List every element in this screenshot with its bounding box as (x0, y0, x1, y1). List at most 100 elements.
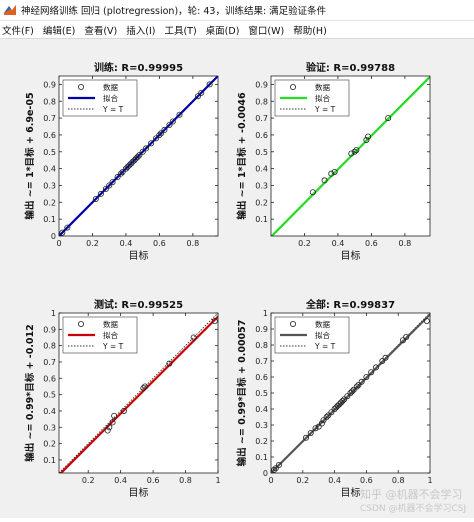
chart-4-legend-data-marker (289, 320, 296, 327)
chart-2-y-tick-label: 0.1 (255, 215, 268, 224)
menu-file[interactable]: 文件(F) (2, 25, 34, 37)
chart-4-point (349, 388, 356, 395)
chart-2-point (353, 147, 360, 154)
chart-2-point (365, 133, 372, 140)
menu-view[interactable]: 查看(V) (84, 25, 118, 37)
menu-window[interactable]: 窗口(W) (248, 25, 285, 37)
chart-4-y-tick-label: 0.7 (255, 357, 268, 366)
chart-4-y-tick-label: 0.3 (255, 421, 268, 430)
chart-4-legend-data-label: 数据 (315, 319, 330, 329)
chart-4-point (368, 369, 375, 376)
chart-4-point (325, 412, 332, 419)
chart-1-point (92, 195, 99, 202)
chart-2-title: 验证: R=0.99788 (306, 61, 395, 74)
chart-2-x-label: 目标 (341, 250, 361, 262)
chart-1-y-tick-label: 0.7 (43, 114, 56, 123)
chart-4-point (272, 465, 279, 472)
chart-4-legend-fit-label: 拟合 (315, 330, 330, 340)
chart-3-y-tick-label: 0.5 (43, 391, 56, 400)
chart-2-point (351, 148, 358, 155)
chart-2-y-label: 输出 ~= 1*目标 + -0.0046 (236, 92, 248, 220)
chart-1-x-tick-label: 0.6 (153, 239, 166, 248)
chart-3-point (106, 424, 113, 431)
chart-4-point (328, 409, 335, 416)
chart-4-point (302, 434, 309, 441)
chart-1-x-tick-label: 0.2 (86, 239, 99, 248)
chart-1-y-label: 输出 ~= 1*目标 + 6.9e-05 (24, 92, 36, 219)
chart-1-point (139, 148, 146, 155)
chart-2-y-tick-label: 0.7 (255, 114, 268, 123)
chart-1-point (176, 111, 183, 118)
menu-desktop[interactable]: 桌面(D) (205, 25, 240, 37)
chart-3-point (111, 412, 118, 419)
chart-1-legend-data-marker (78, 84, 85, 91)
chart-1-legend-fit-label: 拟合 (103, 93, 118, 103)
chart-4-point (403, 333, 410, 340)
chart-1-y-tick-label: 0.5 (43, 148, 56, 157)
chart-1-point (131, 157, 138, 164)
chart-3-y-tick-label: 0.2 (43, 440, 56, 449)
menu-help[interactable]: 帮助(H) (293, 25, 327, 37)
chart-3-fit-line (59, 315, 218, 473)
regression-figure: 0 0.2 0.4 0.6 0.8 0 0.1 0.2 0.3 0.4 0.5 0.6 0.7 0.8 0.… (24, 61, 466, 514)
chart-1-point (127, 160, 134, 167)
chart-1-x-tick-label: 0.8 (187, 239, 200, 248)
chart-3-x-label: 目标 (129, 487, 149, 499)
chart-3-point (190, 334, 197, 341)
chart-3-y-tick-label: 0.7 (43, 358, 56, 367)
chart-1-point (134, 153, 141, 160)
chart-4-point (315, 423, 322, 430)
chart-4-point (363, 373, 370, 380)
chart-4-point (339, 397, 346, 404)
chart-4-x-tick-label: 1 (427, 476, 432, 485)
chart-4-point (379, 357, 386, 364)
chart-1-point (124, 163, 131, 170)
chart-1-point (126, 162, 133, 169)
chart-3-point (141, 383, 148, 390)
chart-1-point (122, 165, 129, 172)
window-title: 神经网络训练 回归 (plotregression)，轮: 43，训练结果: 满… (21, 6, 327, 17)
chart-1-legend-identity-label: Y = T (102, 105, 124, 114)
chart-1-fit-line (59, 76, 218, 236)
chart-3-legend-data-label: 数据 (103, 319, 118, 329)
chart-4-legend-identity-label: Y = T (314, 342, 336, 351)
chart-3-y-tick-label: 0.1 (43, 456, 56, 465)
chart-2-y-tick-label: 0.8 (255, 97, 268, 106)
chart-4-point (275, 461, 282, 468)
chart-3-point (120, 407, 127, 414)
menu-edit[interactable]: 编辑(E) (42, 25, 76, 37)
chart-3-title: 测试: R=0.99525 (94, 298, 183, 311)
chart-1-y-tick-label: 0.9 (43, 80, 56, 89)
chart-4-x-tick-label: 0.6 (360, 476, 373, 485)
chart-1-point (59, 229, 66, 236)
menu-insert[interactable]: 插入(I) (126, 25, 156, 37)
chart-4-point (331, 405, 338, 412)
chart-4-y-tick-label: 1 (263, 309, 268, 318)
chart-1-point (136, 152, 143, 159)
chart-2-x-tick-label: 0.6 (365, 239, 378, 248)
chart-4-point (350, 386, 357, 393)
chart-2-point (321, 177, 328, 184)
chart-1-point (198, 89, 205, 96)
chart-2-y-tick-label: 0.4 (255, 165, 268, 174)
menu-tools[interactable]: 工具(T) (164, 25, 197, 37)
chart-3-x-tick-label: 0.2 (82, 476, 95, 485)
chart-3-x-tick-label: 1 (215, 476, 220, 485)
chart-1-point (169, 118, 176, 125)
chart-4-y-tick-label: 0.8 (255, 341, 268, 350)
chart-4-point (318, 420, 325, 427)
chart-2-point (385, 115, 392, 122)
chart-3-point (140, 385, 147, 392)
chart-2-legend-fit-label: 拟合 (315, 93, 330, 103)
chart-2-legend-data-marker (289, 84, 296, 91)
chart-4-point (336, 401, 343, 408)
chart-2-y-tick-label: 0.3 (255, 181, 268, 190)
chart-1-point (114, 174, 121, 181)
chart-4-x-label: 目标 (341, 487, 361, 499)
chart-3-y-tick-label: 0.9 (43, 325, 56, 334)
chart-1-point (206, 81, 213, 88)
chart-3-legend-fit-label: 拟合 (103, 330, 118, 340)
chart-2-y-tick-label: 0.2 (255, 198, 268, 207)
chart-2-x-tick-label: 0.4 (332, 239, 345, 248)
chart-4-x-tick-label: 0.2 (296, 476, 309, 485)
